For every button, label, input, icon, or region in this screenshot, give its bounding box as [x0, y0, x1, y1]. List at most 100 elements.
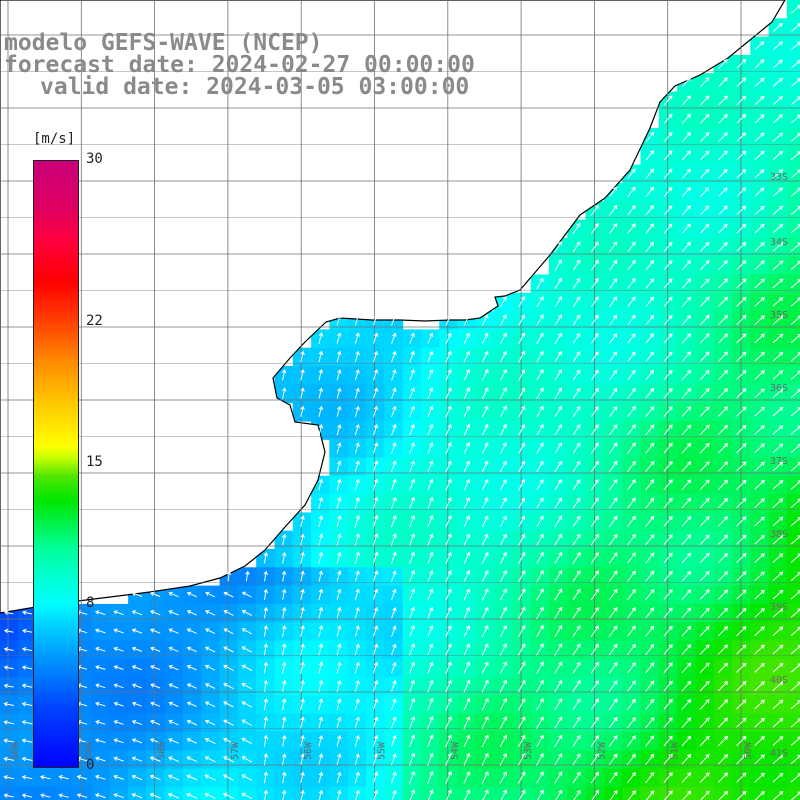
wind-arrow [518, 350, 526, 363]
wind-arrow [481, 734, 489, 748]
wind-cell [768, 786, 788, 800]
wind-arrow [536, 753, 544, 766]
wind-arrow [790, 498, 800, 508]
wind-arrow [663, 95, 673, 106]
wind-arrow [391, 771, 397, 784]
wind-cell [695, 786, 715, 800]
wind-arrow [3, 775, 15, 780]
wind-arrow [3, 647, 14, 652]
wind-arrow [790, 535, 800, 545]
wind-arrow [590, 643, 599, 656]
wind-arrow [754, 754, 765, 765]
wind-arrow [736, 534, 747, 545]
wind-arrow [391, 405, 397, 418]
wind-arrow [663, 680, 673, 692]
wind-arrow [372, 588, 379, 601]
wind-arrow [427, 515, 434, 528]
wind-arrow [663, 570, 673, 582]
wind-arrow [608, 698, 618, 711]
wind-arrow [427, 625, 434, 637]
wind-arrow [772, 333, 784, 344]
wind-arrow [736, 443, 747, 454]
wind-cell [732, 786, 751, 800]
wind-arrow [554, 369, 562, 381]
wind-arrow [241, 792, 253, 800]
wind-arrow [717, 516, 729, 527]
wind-cell [786, 585, 800, 605]
wind-arrow [663, 442, 673, 454]
wind-arrow [627, 643, 636, 656]
wind-arrow [645, 204, 654, 216]
wind-arrow [790, 315, 800, 325]
wind-arrow [609, 351, 618, 362]
wind-arrow [663, 717, 673, 729]
wind-arrow [373, 350, 379, 363]
wind-arrow [336, 424, 342, 436]
lat-label: 35S [770, 310, 788, 321]
wind-cell [786, 603, 800, 623]
wind-cell [786, 677, 800, 696]
wind-arrow [131, 793, 143, 799]
wind-arrow [481, 497, 489, 509]
wind-arrow [608, 753, 618, 765]
wind-arrow [717, 534, 729, 545]
wind-arrow [572, 479, 581, 491]
wind-arrow [517, 734, 526, 748]
lat-label: 34S [770, 237, 788, 248]
wind-arrow [609, 387, 618, 399]
wind-arrow [754, 626, 765, 637]
wind-arrow [736, 59, 747, 69]
wind-arrow [318, 606, 324, 619]
wind-arrow [499, 679, 508, 693]
colorbar-tick-label: 8 [86, 595, 95, 612]
wind-arrow [699, 95, 710, 106]
wind-arrow [717, 314, 729, 326]
wind-arrow [76, 793, 88, 798]
wind-arrow [681, 589, 692, 600]
wind-cell [677, 786, 696, 800]
lat-label: 37S [770, 456, 788, 467]
wind-arrow [754, 315, 765, 326]
wind-arrow [736, 424, 747, 435]
wind-arrow [223, 646, 234, 653]
wind-arrow [790, 699, 800, 710]
wind-arrow [318, 716, 324, 729]
wind-arrow [645, 552, 655, 564]
wind-arrow [608, 607, 618, 619]
wind-arrow [717, 735, 729, 747]
wind-arrow [645, 296, 654, 308]
wind-arrow [663, 223, 673, 234]
wind-arrow [700, 132, 710, 143]
wind-arrow [681, 406, 692, 417]
wind-arrow [717, 424, 729, 436]
lat-label: 40S [770, 675, 788, 686]
wind-arrow [609, 277, 618, 289]
wind-arrow [663, 296, 673, 307]
wind-arrow [241, 591, 252, 598]
wind-arrow [627, 387, 636, 399]
wind-arrow [772, 772, 784, 783]
wind-arrow [572, 314, 581, 326]
wind-arrow [627, 698, 636, 711]
wind-arrow [186, 683, 197, 689]
wind-arrow [427, 350, 434, 363]
wind-cell [786, 109, 800, 129]
wind-arrow [463, 350, 471, 363]
wind-arrow [3, 610, 14, 615]
wind-arrow [354, 350, 360, 363]
wind-arrow [754, 370, 765, 380]
wind-arrow [499, 570, 507, 583]
wind-arrow [113, 628, 124, 634]
wind-arrow [481, 460, 489, 473]
wind-arrow [536, 423, 544, 436]
wind-arrow [572, 734, 581, 747]
wind-arrow [536, 350, 544, 363]
wind-arrow [373, 332, 379, 344]
wind-arrow [627, 552, 636, 564]
wind-cell [786, 622, 800, 642]
wind-arrow [772, 132, 784, 142]
wind-arrow [772, 479, 784, 490]
wind-arrow [113, 683, 124, 689]
wind-arrow [754, 424, 765, 435]
wind-arrow [263, 588, 269, 600]
